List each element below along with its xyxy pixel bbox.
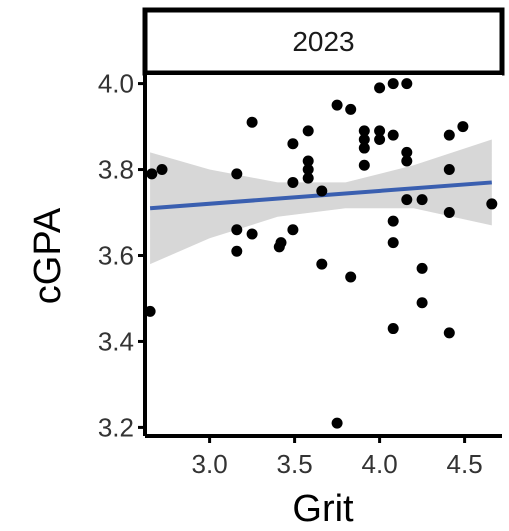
data-point: [387, 78, 399, 90]
panel-background: [145, 75, 502, 436]
data-point: [443, 164, 455, 176]
data-point: [246, 228, 258, 240]
data-point: [401, 78, 413, 90]
y-tick-label: 4.0: [98, 69, 134, 99]
data-point: [486, 198, 498, 210]
data-point: [231, 168, 243, 180]
data-point: [331, 417, 343, 429]
data-point: [316, 185, 328, 197]
data-point: [302, 125, 314, 137]
data-point: [156, 164, 168, 176]
facet-label: 2023: [292, 26, 354, 57]
axes: 3.2 3.4 3.6 3.8 4.0 3.0 3.5 4.0 4.5: [98, 69, 502, 479]
data-point: [345, 271, 357, 283]
data-point: [246, 116, 258, 128]
data-point: [302, 164, 314, 176]
data-point: [316, 258, 328, 270]
y-tick-label: 3.4: [98, 326, 134, 356]
x-tick-label: 4.5: [447, 449, 483, 479]
data-point: [287, 138, 299, 150]
facet-strip: 2023: [142, 7, 505, 76]
x-axis-title: Grit: [292, 488, 354, 530]
data-point: [358, 142, 370, 154]
confidence-band: [150, 139, 492, 265]
data-point: [358, 133, 370, 145]
y-tick-label: 3.2: [98, 412, 134, 442]
data-point: [302, 172, 314, 184]
data-point: [302, 155, 314, 167]
data-point: [401, 146, 413, 158]
y-tick-label: 3.6: [98, 241, 134, 271]
data-point: [374, 82, 386, 94]
data-point: [387, 237, 399, 249]
y-ticks: 3.2 3.4 3.6 3.8 4.0: [98, 69, 145, 442]
data-point: [416, 297, 428, 309]
data-point: [275, 237, 287, 249]
data-point: [443, 207, 455, 219]
plot-panel: [144, 75, 502, 436]
y-axis-title: cGPA: [27, 207, 69, 304]
data-point: [287, 224, 299, 236]
data-point: [401, 194, 413, 206]
y-tick-label: 3.8: [98, 155, 134, 185]
data-point: [331, 99, 343, 111]
x-ticks: 3.0 3.5 4.0 4.5: [192, 436, 483, 479]
x-tick-label: 3.0: [192, 449, 228, 479]
data-point: [401, 155, 413, 167]
data-point: [358, 159, 370, 171]
data-point: [231, 245, 243, 257]
data-point: [443, 129, 455, 141]
data-point: [387, 323, 399, 335]
data-point: [416, 262, 428, 274]
data-point: [345, 103, 357, 115]
data-point: [146, 168, 158, 180]
x-tick-label: 4.0: [362, 449, 398, 479]
points-layer: [144, 78, 498, 429]
data-point: [144, 305, 156, 317]
data-point: [416, 194, 428, 206]
x-tick-label: 3.5: [277, 449, 313, 479]
data-point: [374, 133, 386, 145]
facet-strip-box: [142, 7, 505, 76]
data-point: [387, 215, 399, 227]
data-point: [387, 129, 399, 141]
data-point: [374, 125, 386, 137]
data-point: [358, 125, 370, 137]
data-point: [231, 224, 243, 236]
data-point: [443, 327, 455, 339]
data-point: [457, 121, 469, 133]
confidence-band-layer: [150, 139, 492, 265]
data-point: [287, 176, 299, 188]
